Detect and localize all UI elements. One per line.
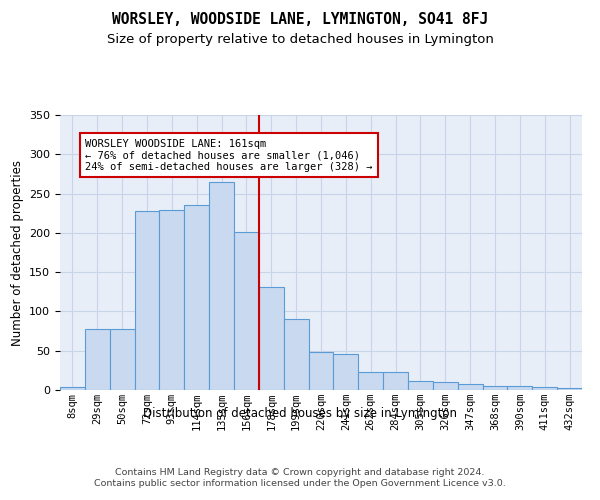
Bar	[184, 204, 209, 390]
Bar	[134, 211, 160, 390]
Text: WORSLEY, WOODSIDE LANE, LYMINGTON, SO41 8FJ: WORSLEY, WOODSIDE LANE, LYMINGTON, SO41 …	[112, 12, 488, 28]
Bar	[482, 386, 508, 390]
Bar	[358, 372, 383, 390]
Bar	[160, 210, 184, 390]
Bar	[284, 320, 308, 390]
Bar	[557, 388, 582, 390]
Bar	[209, 182, 234, 390]
Bar	[259, 287, 284, 390]
Bar	[532, 387, 557, 390]
Bar	[234, 232, 259, 390]
Bar	[85, 328, 110, 390]
Bar	[458, 384, 482, 390]
Bar	[433, 382, 458, 390]
Text: Size of property relative to detached houses in Lymington: Size of property relative to detached ho…	[107, 32, 493, 46]
Text: Distribution of detached houses by size in Lymington: Distribution of detached houses by size …	[143, 408, 457, 420]
Y-axis label: Number of detached properties: Number of detached properties	[11, 160, 23, 346]
Bar	[308, 352, 334, 390]
Bar	[383, 372, 408, 390]
Bar	[110, 328, 134, 390]
Bar	[60, 387, 85, 390]
Bar	[508, 386, 532, 390]
Text: Contains HM Land Registry data © Crown copyright and database right 2024.
Contai: Contains HM Land Registry data © Crown c…	[94, 468, 506, 487]
Text: WORSLEY WOODSIDE LANE: 161sqm
← 76% of detached houses are smaller (1,046)
24% o: WORSLEY WOODSIDE LANE: 161sqm ← 76% of d…	[85, 138, 373, 172]
Bar	[408, 380, 433, 390]
Bar	[334, 354, 358, 390]
